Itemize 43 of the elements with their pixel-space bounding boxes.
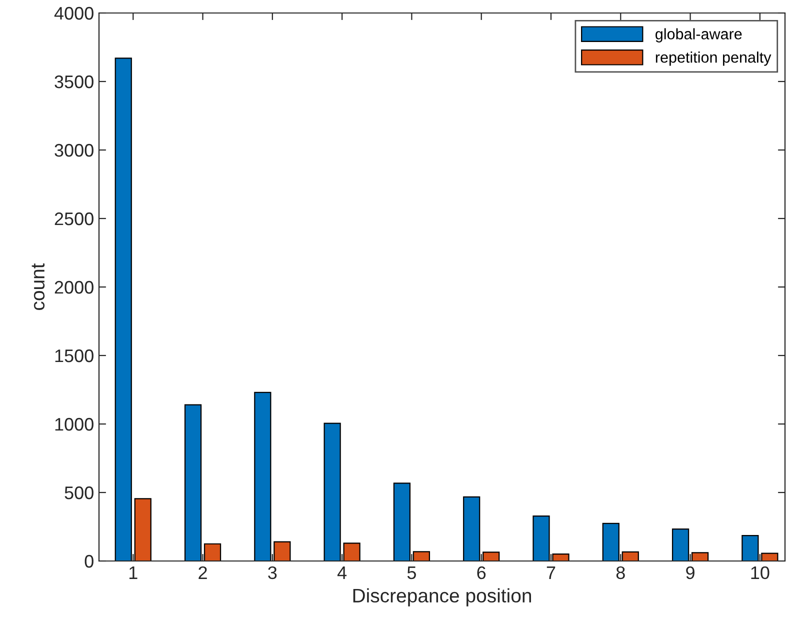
legend-label: global-aware: [656, 28, 742, 42]
bar: [532, 516, 550, 561]
x-tick-label: 1: [129, 566, 138, 579]
bar: [552, 553, 570, 561]
bar: [463, 496, 480, 561]
bar: [393, 482, 411, 561]
y-tick-label: 1500: [55, 349, 94, 362]
bar: [672, 528, 690, 561]
bar: [761, 552, 778, 561]
bar: [184, 404, 202, 561]
bar: [691, 552, 709, 561]
bar: [742, 534, 759, 561]
x-tick-label: 5: [407, 566, 416, 580]
y-axis-title: count: [32, 263, 45, 310]
x-axis-title: Discrepance position: [353, 588, 531, 606]
x-tick-label: 7: [546, 566, 556, 579]
bar: [204, 543, 222, 561]
bar: [274, 541, 291, 561]
x-tick-label: 8: [616, 566, 625, 580]
y-tick-label: 3500: [54, 75, 94, 88]
bar: [602, 522, 620, 561]
bar: [254, 392, 272, 561]
x-tick-label: 2: [198, 566, 207, 579]
x-tick-label: 6: [477, 566, 486, 580]
y-tick-label: 500: [64, 486, 94, 500]
bar: [114, 58, 132, 561]
bar: [482, 552, 500, 561]
legend-label: repetition penalty: [656, 52, 772, 66]
bar: [134, 498, 152, 561]
x-tick-label: 9: [686, 566, 694, 580]
y-tick-label: 2500: [54, 212, 94, 226]
y-tick-label: 2000: [54, 280, 94, 294]
bar: [343, 542, 360, 561]
y-tick-label: 0: [84, 554, 94, 568]
x-tick-label: 10: [751, 566, 770, 580]
bar: [622, 551, 639, 561]
bar: [324, 422, 341, 561]
x-tick-label: 4: [337, 566, 347, 579]
x-tick-label: 3: [268, 566, 277, 580]
y-tick-label: 3000: [54, 144, 94, 157]
bar: [412, 551, 430, 561]
y-tick-label: 4000: [54, 6, 94, 20]
y-tick-label: 1000: [55, 418, 94, 431]
